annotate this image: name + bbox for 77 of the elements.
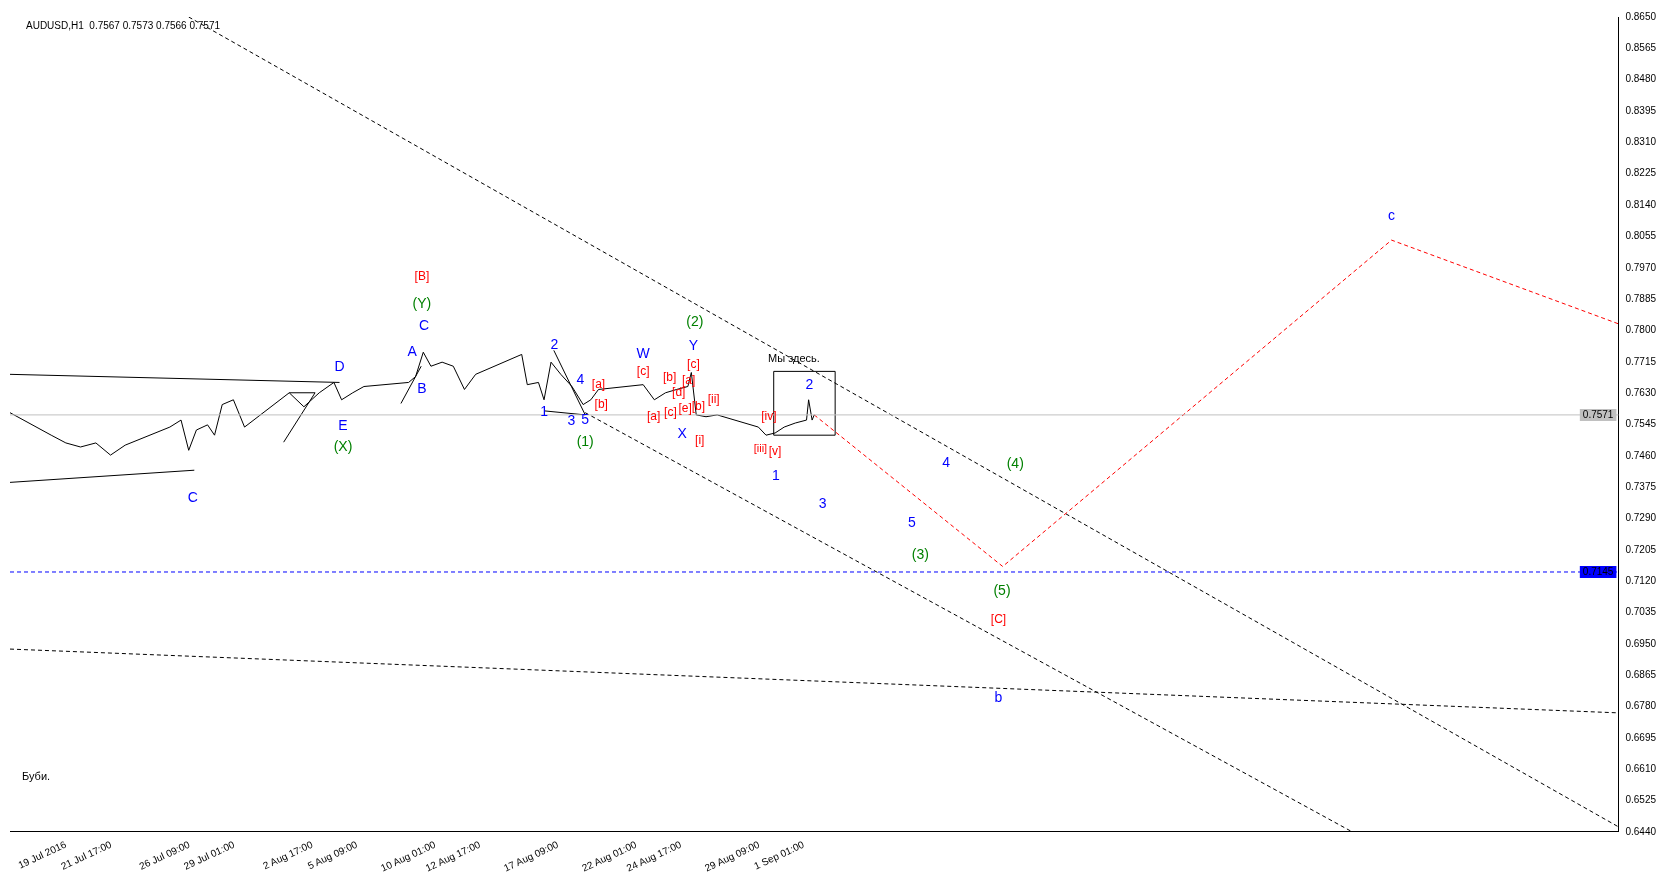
annotation: (4) xyxy=(1006,455,1024,472)
y-tick-label: 0.7630 xyxy=(1625,386,1657,398)
annotation: (2) xyxy=(686,312,704,329)
annotation: [b] xyxy=(594,396,608,411)
annotation: Мы здесь. xyxy=(768,352,820,365)
y-tick-label: 0.7800 xyxy=(1625,324,1657,336)
annotation: [v] xyxy=(768,444,782,459)
y-tick-label: 0.7460 xyxy=(1625,449,1657,461)
y-tick-label: 0.7885 xyxy=(1625,292,1657,304)
annotation: 4 xyxy=(942,454,951,471)
annotation: Буби. xyxy=(22,770,51,783)
annotation: 3 xyxy=(818,494,827,511)
annotation: C xyxy=(187,489,198,506)
annotation: (3) xyxy=(911,545,929,562)
annotation: 1 xyxy=(771,467,780,484)
y-tick-label: 0.6525 xyxy=(1625,794,1657,806)
y-tick-label: 0.8565 xyxy=(1625,42,1657,54)
annotation: [iii] xyxy=(753,442,768,455)
y-tick-label: 0.8395 xyxy=(1625,104,1657,116)
chart-title: AUDUSD,H1 0.7567 0.7573 0.7566 0.7571 xyxy=(26,19,221,31)
y-tick-label: 0.8310 xyxy=(1625,136,1657,148)
annotation: [c] xyxy=(664,405,677,419)
y-tick-label: 0.6780 xyxy=(1625,700,1657,712)
annotation: W xyxy=(636,345,651,362)
y-tick-label: 0.8055 xyxy=(1625,230,1657,242)
annotation: B xyxy=(417,380,427,397)
y-tick-label: 0.7035 xyxy=(1625,606,1657,618)
annotation: 2 xyxy=(805,375,814,392)
y-tick-label: 0.7205 xyxy=(1625,543,1657,555)
annotation: [B] xyxy=(414,268,430,283)
annotation: (1) xyxy=(576,433,594,450)
ref-line-label: 0.7145 xyxy=(1582,565,1614,577)
annotation: 5 xyxy=(581,410,590,427)
annotation: 3 xyxy=(567,411,576,428)
y-tick-label: 0.6610 xyxy=(1625,763,1657,775)
y-tick-label: 0.8650 xyxy=(1625,10,1657,22)
y-tick-label: 0.7375 xyxy=(1625,480,1657,492)
y-tick-label: 0.7545 xyxy=(1625,418,1657,430)
annotation: [iv] xyxy=(761,409,777,424)
x-tick-label: 17 Aug 09:00 xyxy=(501,838,561,874)
y-tick-label: 0.6950 xyxy=(1625,637,1657,649)
annotation: (5) xyxy=(993,582,1011,599)
y-tick-label: 0.6695 xyxy=(1625,731,1657,743)
y-tick-label: 0.7970 xyxy=(1625,261,1657,273)
annotation: 5 xyxy=(908,513,917,530)
annotation: [c] xyxy=(636,363,650,378)
y-tick-label: 0.8225 xyxy=(1625,167,1657,179)
annotation: X xyxy=(677,424,688,441)
annotation: (Y) xyxy=(412,294,432,311)
annotation: [ii] xyxy=(707,392,720,407)
annotation: A xyxy=(407,343,418,360)
annotation: C xyxy=(418,316,430,333)
annotation: [c] xyxy=(687,356,700,371)
y-tick-label: 0.7290 xyxy=(1625,512,1657,524)
annotation: b xyxy=(994,689,1003,706)
annotation: 2 xyxy=(550,336,559,353)
annotation: [C] xyxy=(990,612,1007,627)
annotation: [a] xyxy=(646,409,661,424)
y-tick-label: 0.8140 xyxy=(1625,198,1657,210)
annotation: 1 xyxy=(540,402,549,419)
annotation: [b] xyxy=(691,399,705,414)
annotation: Y xyxy=(688,337,699,354)
annotation: E xyxy=(338,416,348,433)
y-tick-label: 0.7715 xyxy=(1625,355,1657,367)
annotation: [a] xyxy=(591,376,606,391)
y-tick-label: 0.7120 xyxy=(1625,574,1657,586)
annotation: [i] xyxy=(695,433,705,448)
annotation: (X) xyxy=(333,437,353,454)
y-tick-label: 0.6865 xyxy=(1625,669,1657,680)
annotation: D xyxy=(334,358,345,375)
ref-line-label: 0.7571 xyxy=(1582,408,1614,420)
annotation: [b] xyxy=(663,369,677,384)
y-tick-label: 0.8480 xyxy=(1625,73,1657,85)
annotation: 4 xyxy=(576,371,585,388)
y-tick-label: 0.6440 xyxy=(1625,825,1657,837)
annotation: [e] xyxy=(678,400,692,415)
annotation: c xyxy=(1388,206,1396,223)
